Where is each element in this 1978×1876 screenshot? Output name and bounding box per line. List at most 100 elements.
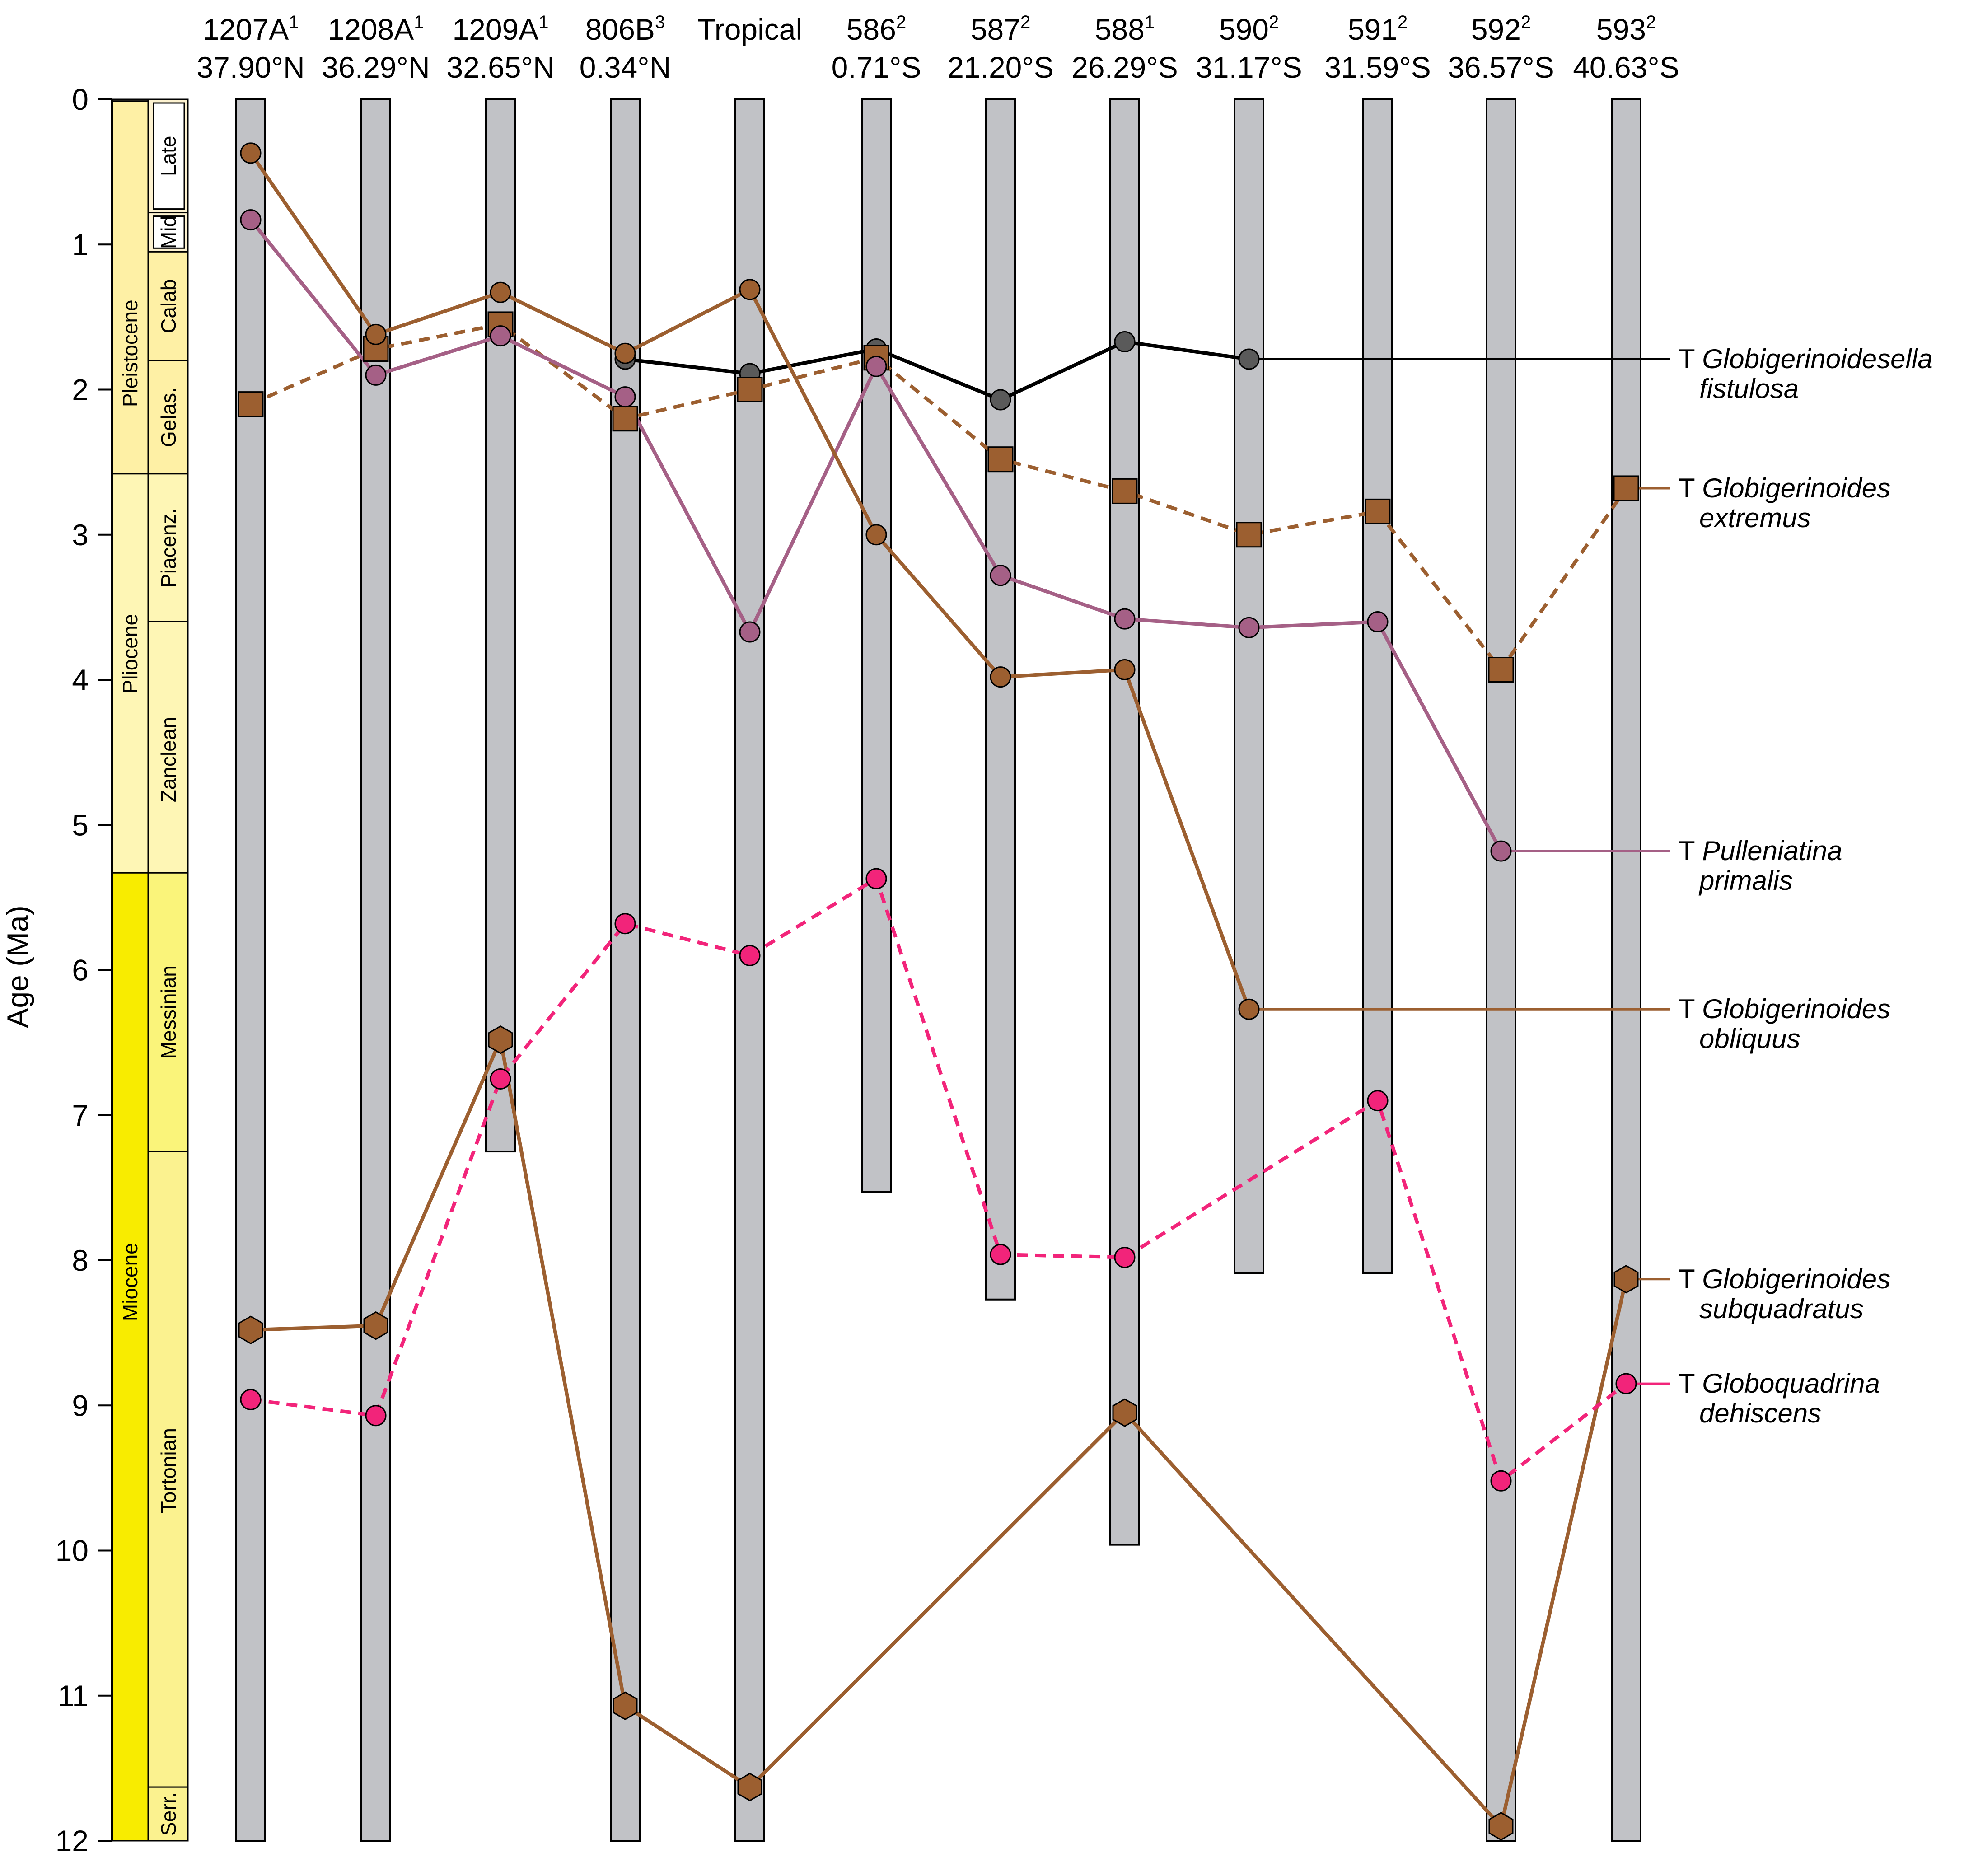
geologic-timescale: Hol.PleistocenePlioceneMioceneLateMidCal… — [111, 98, 189, 1842]
site-latitude: 31.59°S — [1324, 51, 1431, 84]
datum-marker — [365, 364, 387, 386]
site-column — [1486, 98, 1516, 1842]
datum-series — [249, 152, 1670, 1828]
datum-marker — [488, 1025, 513, 1054]
site-name: 1209A1 — [452, 12, 548, 46]
datum-marker — [1238, 998, 1260, 1020]
datum-marker — [490, 325, 511, 347]
stage-box — [147, 360, 189, 475]
y-tick-label: 7 — [72, 1099, 89, 1132]
stage-box — [147, 473, 189, 622]
species-label-line1: T Globigerinoides — [1679, 1264, 1890, 1294]
species-label-line2: subquadratus — [1699, 1294, 1864, 1324]
datum-marker — [238, 1315, 263, 1344]
site-latitude: 36.29°N — [322, 51, 430, 84]
datum-marker — [1114, 659, 1136, 681]
site-name: 5862 — [846, 12, 906, 46]
epoch-label: Miocene — [118, 1243, 142, 1321]
datum-marker — [739, 621, 761, 643]
stage-label: Tortonian — [157, 1428, 180, 1513]
site-column — [1234, 98, 1264, 1274]
site-name: Tropical — [697, 13, 802, 46]
stage-inner-box — [153, 102, 185, 210]
datum-marker — [1488, 657, 1514, 683]
epoch-box — [111, 100, 149, 475]
datum-marker — [614, 913, 636, 935]
site-name: 5932 — [1596, 12, 1656, 46]
datum-marker — [1488, 1812, 1514, 1841]
datum-marker — [1613, 475, 1639, 501]
site-latitude: 40.63°S — [1573, 51, 1679, 84]
species-label-line2: fistulosa — [1699, 374, 1799, 404]
y-tick-label: 9 — [72, 1389, 89, 1422]
site-columns: 1207A1 37.90°N 1208A1 36.29°N 1209A1 32.65°N 8… — [196, 12, 1679, 1842]
series-line — [250, 322, 1628, 672]
datum-marker — [737, 1773, 762, 1801]
y-tick-label: 8 — [72, 1244, 89, 1277]
series-line — [625, 340, 1249, 402]
datum-marker — [739, 945, 761, 966]
site-latitude: 0.34°N — [580, 51, 671, 84]
datum-marker — [990, 666, 1011, 688]
epoch-label: Pleistocene — [118, 299, 142, 407]
site-column — [235, 98, 266, 1842]
site-latitude: 36.57°S — [1448, 51, 1554, 84]
datum-marker — [737, 377, 763, 402]
datum-markers — [238, 142, 1639, 1841]
stage-label: Serr. — [157, 1792, 180, 1836]
datum-marker — [1112, 1398, 1137, 1427]
species-label-line2: dehiscens — [1699, 1398, 1821, 1428]
y-tick-label: 10 — [56, 1534, 89, 1567]
y-tick-label: 12 — [56, 1824, 89, 1857]
site-latitude: 0.71°S — [832, 51, 921, 84]
datum-marker — [240, 209, 262, 231]
datum-marker — [1238, 348, 1260, 370]
site-name: 5872 — [971, 12, 1030, 46]
datum-marker — [614, 342, 636, 364]
datum-marker — [1238, 617, 1260, 638]
datum-marker — [1365, 498, 1391, 524]
y-tick-label: 4 — [72, 663, 89, 697]
species-label-line2: obliquus — [1699, 1024, 1800, 1054]
y-tick-label: 0 — [72, 83, 89, 116]
epoch-box — [111, 872, 149, 1842]
species-label-line2: primalis — [1698, 865, 1793, 896]
y-axis-label: Age (Ma) — [1, 905, 34, 1028]
stage-box — [147, 621, 189, 874]
site-name: 1207A1 — [202, 12, 299, 46]
site-latitude: 21.20°S — [947, 51, 1054, 84]
y-tick-label: 3 — [72, 518, 89, 552]
site-latitude: 26.29°S — [1071, 51, 1178, 84]
site-column — [1109, 98, 1140, 1546]
site-column — [861, 98, 892, 1193]
datum-marker — [614, 386, 636, 408]
datum-marker — [865, 868, 887, 889]
datum-marker — [865, 356, 887, 377]
datum-marker — [990, 565, 1011, 586]
site-name: 5912 — [1348, 12, 1408, 46]
datum-marker — [613, 1691, 638, 1720]
stage-box — [147, 251, 189, 361]
datum-marker — [612, 406, 638, 432]
species-label-line1: T Globigerinoidesella — [1679, 344, 1933, 374]
stage-label: Calab — [157, 279, 180, 333]
y-tick-label: 5 — [72, 808, 89, 842]
datum-marker — [1112, 478, 1138, 504]
y-tick-label: 1 — [72, 228, 89, 261]
datum-marker — [990, 1244, 1011, 1265]
datum-marker — [865, 524, 887, 546]
y-tick-label: 11 — [57, 1679, 89, 1712]
datum-marker — [987, 446, 1014, 473]
species-label-line1: T Pulleniatina — [1679, 836, 1842, 866]
stage-label: Mid — [157, 215, 180, 249]
datum-marker — [365, 323, 387, 345]
stage-box — [147, 1786, 189, 1842]
species-label-line1: T Globigerinoides — [1679, 994, 1890, 1024]
y-tick-label: 6 — [72, 954, 89, 987]
series-line — [250, 1038, 1628, 1828]
datum-marker — [365, 1405, 387, 1427]
datum-marker — [363, 1311, 388, 1340]
site-name: 5881 — [1095, 12, 1155, 46]
site-column — [734, 98, 765, 1842]
